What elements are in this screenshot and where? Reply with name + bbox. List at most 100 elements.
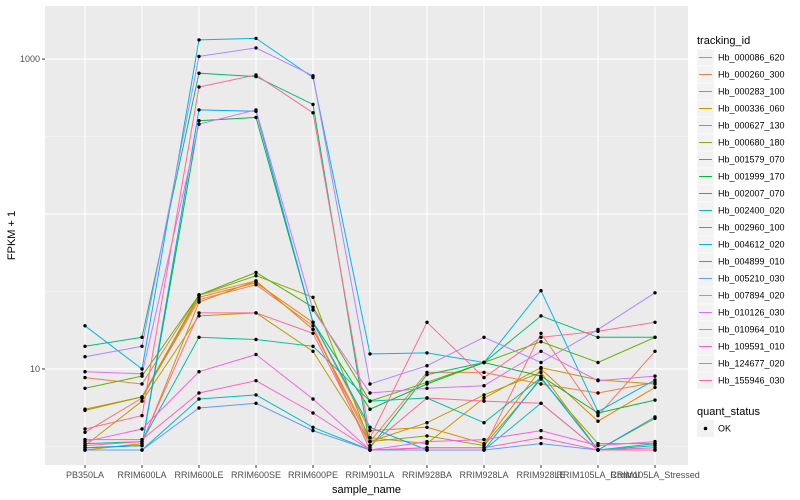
data-point: [425, 320, 429, 324]
data-point: [83, 430, 87, 434]
data-point: [254, 311, 258, 315]
data-points: [83, 36, 657, 452]
legend-entry-label: Hb_000336_060: [718, 104, 785, 114]
data-point: [197, 311, 201, 315]
data-point: [368, 436, 372, 440]
data-point: [311, 308, 315, 312]
data-point: [311, 397, 315, 401]
data-point: [311, 111, 315, 115]
data-point: [539, 382, 543, 386]
data-point: [539, 331, 543, 335]
data-point: [140, 443, 144, 448]
legend-entry-label: Hb_010126_030: [718, 308, 785, 318]
legend-entry-label: Hb_010964_010: [718, 325, 785, 335]
data-point: [83, 370, 87, 374]
data-point: [653, 378, 657, 382]
x-axis-title: sample_name: [332, 484, 401, 496]
data-point: [197, 335, 201, 339]
legend-entry-label: Hb_155946_030: [718, 376, 785, 386]
data-point: [653, 385, 657, 390]
data-point: [197, 391, 201, 395]
data-point: [197, 108, 201, 112]
x-tick-label: RRIM928LE: [516, 470, 565, 480]
data-point: [197, 54, 201, 59]
data-point: [482, 437, 486, 442]
data-point: [482, 335, 486, 339]
data-point: [311, 349, 315, 353]
data-point: [311, 295, 315, 299]
data-point: [197, 370, 201, 374]
data-point: [425, 364, 429, 368]
data-point: [83, 324, 87, 328]
x-tick-label: RRIM928LA: [459, 470, 508, 480]
data-point: [653, 448, 657, 452]
data-point: [254, 279, 258, 283]
legend-entry-label: Hb_000627_130: [718, 121, 785, 131]
data-point: [254, 36, 258, 41]
x-tick-label: RRIM105LA_Stressed: [610, 470, 700, 480]
data-point: [596, 391, 600, 395]
data-point: [197, 406, 201, 410]
data-point: [368, 382, 372, 386]
data-point: [368, 428, 372, 433]
legend-entry-label: Hb_109591_010: [718, 342, 785, 352]
legend-entry-label: Hb_001579_070: [718, 155, 785, 165]
data-point: [83, 344, 87, 348]
data-point: [653, 382, 657, 386]
data-point: [254, 108, 258, 112]
legend-entry-label: Hb_124677_020: [718, 359, 785, 369]
data-point: [140, 372, 144, 376]
data-point: [311, 411, 315, 415]
data-point: [140, 335, 144, 339]
data-point: [140, 344, 144, 348]
legend: tracking_id quant_status Hb_000086_620 Hb…: [696, 35, 785, 437]
data-point: [197, 397, 201, 401]
data-point: [311, 425, 315, 429]
data-point: [254, 352, 258, 357]
data-point: [368, 352, 372, 356]
data-point: [482, 421, 486, 425]
data-point: [425, 425, 429, 429]
data-point: [83, 437, 87, 442]
x-tick-label: RRIM901LA: [345, 470, 394, 480]
data-point: [368, 425, 372, 429]
data-point: [254, 393, 258, 397]
data-point: [83, 427, 87, 431]
data-point: [197, 119, 201, 123]
legend-entry-label: Hb_002007_070: [718, 189, 785, 199]
data-point: [653, 439, 657, 444]
data-point: [425, 439, 429, 444]
data-point: [311, 428, 315, 433]
data-point: [482, 396, 486, 400]
legend-entry-label: Hb_002400_020: [718, 206, 785, 216]
data-point: [368, 439, 372, 444]
y-tick-label: 1000: [20, 54, 40, 64]
data-point: [368, 448, 372, 452]
data-point: [425, 382, 429, 386]
data-point: [596, 360, 600, 365]
data-point: [482, 446, 486, 450]
data-point: [539, 441, 543, 446]
data-point: [596, 413, 600, 418]
data-point: [425, 421, 429, 425]
data-point: [140, 399, 144, 403]
data-point: [254, 379, 258, 383]
data-point: [596, 329, 600, 333]
data-point: [140, 427, 144, 431]
data-point: [140, 413, 144, 418]
data-point: [368, 399, 372, 403]
data-point: [83, 375, 87, 380]
data-point: [197, 85, 201, 89]
data-point: [254, 73, 258, 77]
data-point: [197, 300, 201, 304]
data-point: [539, 375, 543, 380]
data-point: [596, 335, 600, 339]
legend-entry-label: Hb_004899_010: [718, 257, 785, 267]
legend-entry-label: Hb_000260_300: [718, 70, 785, 80]
legend-entry-label: Hb_007894_020: [718, 291, 785, 301]
x-tick-label: RRIM928BA: [402, 470, 452, 480]
data-point: [311, 320, 315, 324]
data-point: [197, 314, 201, 318]
data-point: [311, 327, 315, 332]
